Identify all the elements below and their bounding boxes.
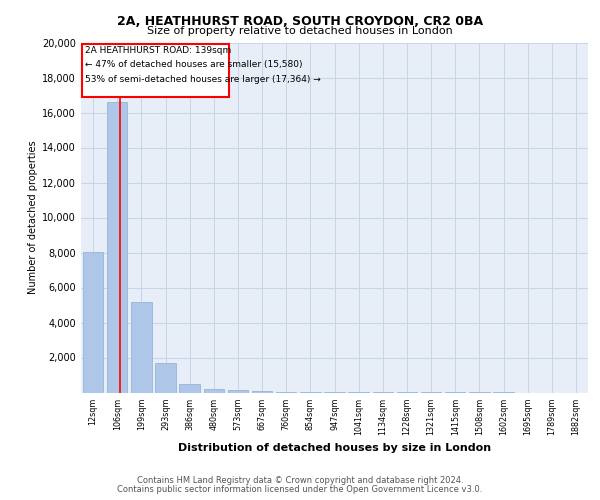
Bar [82, 44, 229, 97]
Bar [155, 363, 176, 392]
Text: 2A, HEATHHURST ROAD, SOUTH CROYDON, CR2 0BA: 2A, HEATHHURST ROAD, SOUTH CROYDON, CR2 … [117, 15, 483, 28]
Text: Size of property relative to detached houses in London: Size of property relative to detached ho… [147, 26, 453, 36]
Text: 53% of semi-detached houses are larger (17,364) →: 53% of semi-detached houses are larger (… [85, 75, 320, 84]
Bar [107, 102, 127, 393]
X-axis label: Distribution of detached houses by size in London: Distribution of detached houses by size … [178, 443, 491, 453]
Bar [131, 302, 152, 392]
Text: Contains public sector information licensed under the Open Government Licence v3: Contains public sector information licen… [118, 484, 482, 494]
Text: Contains HM Land Registry data © Crown copyright and database right 2024.: Contains HM Land Registry data © Crown c… [137, 476, 463, 485]
Bar [203, 389, 224, 392]
Text: ← 47% of detached houses are smaller (15,580): ← 47% of detached houses are smaller (15… [85, 60, 302, 69]
Bar [227, 390, 248, 392]
Text: 2A HEATHHURST ROAD: 139sqm: 2A HEATHHURST ROAD: 139sqm [85, 46, 231, 55]
Bar [179, 384, 200, 392]
Y-axis label: Number of detached properties: Number of detached properties [28, 140, 38, 294]
Bar [83, 252, 103, 392]
